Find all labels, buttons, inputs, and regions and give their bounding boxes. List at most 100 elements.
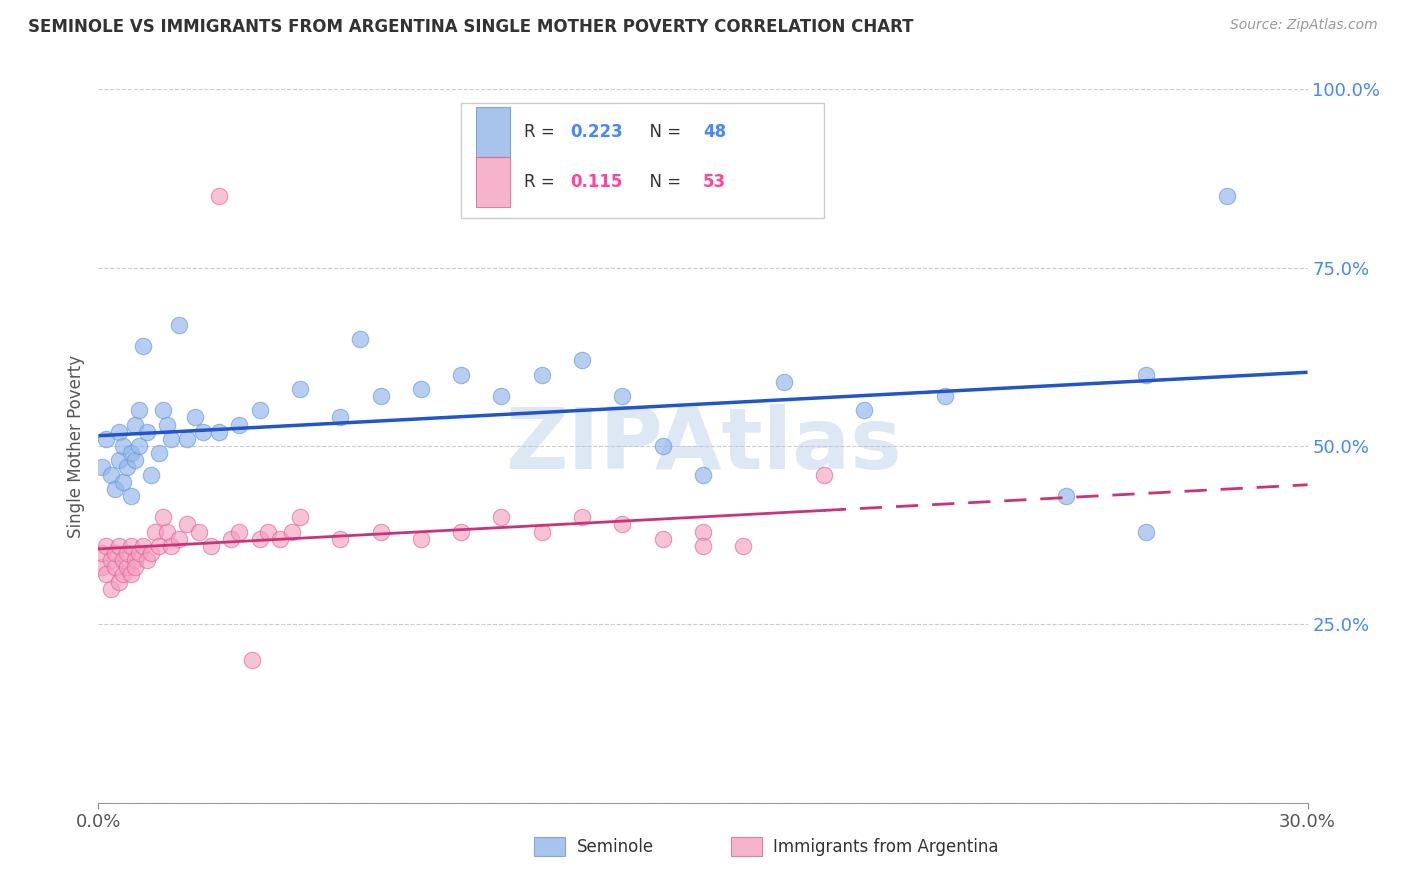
Point [103,546,125,560]
Text: Seminole: Seminole [576,838,654,855]
Point [100,582,122,596]
Text: 0.115: 0.115 [569,173,623,191]
FancyBboxPatch shape [461,103,824,218]
Point [409,532,432,546]
Point [208,189,231,203]
Point [135,425,157,439]
Point [692,524,714,539]
Point [1135,368,1157,382]
Point [530,368,553,382]
Point [240,653,263,667]
Point [612,517,634,532]
Point [288,382,311,396]
Point [124,453,146,467]
Point [96,432,118,446]
Point [1135,524,1157,539]
Point [1054,489,1077,503]
Point [156,524,179,539]
Text: Source: ZipAtlas.com: Source: ZipAtlas.com [1230,18,1378,32]
Point [111,475,134,489]
Point [450,524,472,539]
Point [132,339,155,353]
Point [221,532,243,546]
Point [651,439,673,453]
Point [934,389,956,403]
Point [167,318,190,332]
Point [491,510,513,524]
Point [91,560,114,574]
Point [853,403,876,417]
Point [100,553,122,567]
Point [160,539,183,553]
Point [124,417,146,432]
Point [409,382,432,396]
Point [329,532,352,546]
Point [208,425,231,439]
Point [148,539,170,553]
FancyBboxPatch shape [475,157,509,207]
Point [111,553,134,567]
Point [228,524,250,539]
Point [176,432,198,446]
Point [612,389,634,403]
Point [571,510,593,524]
Point [288,510,311,524]
Text: 48: 48 [703,123,725,141]
Text: 53: 53 [703,173,725,191]
Point [188,524,211,539]
Point [120,489,142,503]
Point [370,524,392,539]
Point [120,539,142,553]
Point [329,410,352,425]
FancyBboxPatch shape [475,107,509,157]
Point [193,425,215,439]
Text: R =: R = [524,123,560,141]
Point [128,439,150,453]
Point [450,368,472,382]
Point [176,517,198,532]
Point [184,410,207,425]
Point [115,460,138,475]
Point [256,524,278,539]
Point [1216,189,1239,203]
Point [120,567,142,582]
Point [491,389,513,403]
Point [111,439,134,453]
Point [96,567,118,582]
Point [370,389,392,403]
Point [813,467,835,482]
Point [269,532,291,546]
Text: SEMINOLE VS IMMIGRANTS FROM ARGENTINA SINGLE MOTHER POVERTY CORRELATION CHART: SEMINOLE VS IMMIGRANTS FROM ARGENTINA SI… [28,18,914,36]
Text: N =: N = [638,123,686,141]
Text: Immigrants from Argentina: Immigrants from Argentina [773,838,998,855]
Point [128,403,150,417]
Point [107,425,129,439]
Point [124,553,146,567]
Text: N =: N = [638,173,686,191]
Y-axis label: Single Mother Poverty: Single Mother Poverty [66,354,84,538]
Point [132,539,155,553]
Point [115,546,138,560]
Point [139,467,162,482]
Point [152,510,174,524]
Point [107,539,129,553]
Point [128,546,150,560]
Point [107,574,129,589]
Point [160,432,183,446]
Point [692,467,714,482]
Point [692,539,714,553]
Point [156,417,179,432]
Point [281,524,304,539]
Point [651,532,673,546]
Point [349,332,371,346]
Point [571,353,593,368]
Point [103,482,125,496]
Point [772,375,794,389]
Point [152,403,174,417]
Point [228,417,250,432]
Point [96,539,118,553]
Point [530,524,553,539]
Point [115,560,138,574]
Point [103,560,125,574]
Point [148,446,170,460]
